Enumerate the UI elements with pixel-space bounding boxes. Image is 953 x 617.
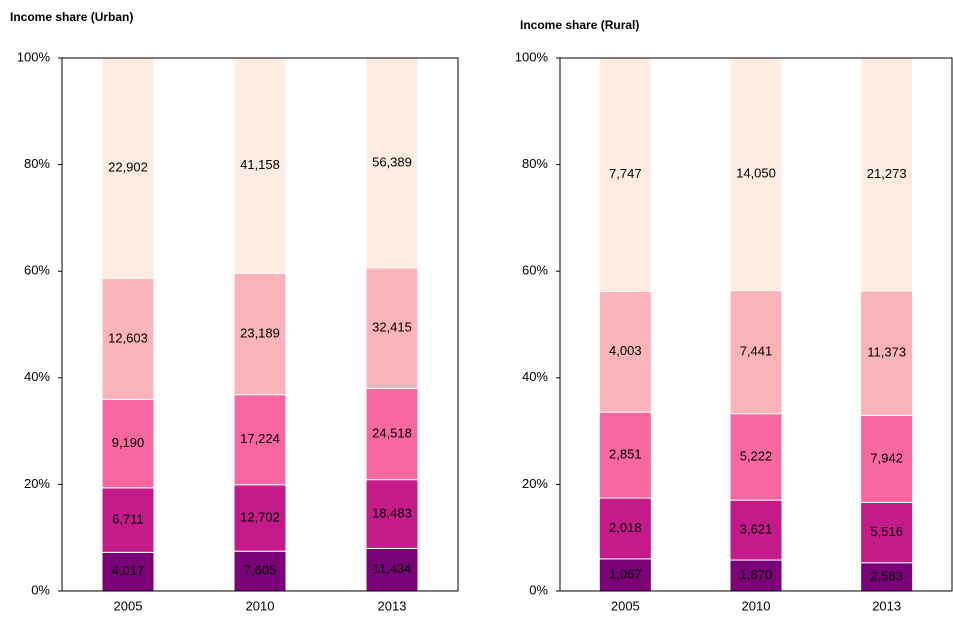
bar-segment [101,57,155,279]
bar-segment [729,499,783,561]
data-label: 12,702 [240,509,280,524]
data-label: 7,605 [244,563,277,578]
data-label: 6,711 [112,512,144,527]
bar-segment [365,267,419,389]
bar-segment [101,398,155,489]
bar-segment [598,497,652,560]
bar-segment [101,487,155,553]
chart-title: Income share (Rural) [520,18,639,32]
y-tick-label: 100% [515,49,549,64]
bar-segment [860,501,914,564]
y-tick-label: 40% [24,369,50,384]
data-label: 4,003 [609,343,642,358]
data-label: 22,902 [108,160,148,175]
bar-segment [233,57,287,274]
data-label: 1,870 [740,567,773,582]
bar-segment [233,272,287,396]
bar-segment [729,290,783,415]
data-label: 2,583 [870,568,903,583]
y-tick-label: 20% [522,476,548,491]
x-tick-label: 2010 [742,598,771,613]
data-label: 3,621 [740,522,773,537]
y-tick-label: 40% [522,369,548,384]
bar-segment [598,57,652,292]
data-label: 5,222 [740,448,773,463]
data-label: 11,373 [867,345,906,360]
bar-segment [860,562,914,592]
x-tick-label: 2010 [246,598,275,613]
data-label: 1,067 [609,566,642,581]
data-label: 7,747 [609,166,642,181]
bar-segment [729,413,783,501]
data-label: 17,224 [240,431,280,446]
chart-title: Income share (Urban) [10,10,133,24]
bar-segment [365,479,419,549]
data-label: 2,018 [609,520,642,535]
y-tick-label: 80% [522,156,548,171]
data-label: 11,434 [373,561,412,576]
data-label: 7,942 [870,450,903,465]
data-label: 18,483 [372,506,412,521]
data-label: 9,190 [112,435,145,450]
data-label: 12,603 [108,330,148,345]
bar-segment [598,290,652,413]
y-tick-label: 60% [24,263,50,278]
plot-border [61,57,459,592]
bar-segment [233,394,287,486]
bar-segment [365,57,419,269]
data-label: 14,050 [736,166,776,181]
data-label: 24,518 [372,425,412,440]
bar-segment [598,558,652,592]
data-label: 7,441 [740,344,773,359]
y-tick-label: 0% [31,582,50,597]
bar-segment [233,484,287,552]
y-tick-label: 60% [522,263,548,278]
data-label: 41,158 [240,157,280,172]
bar-segment [365,547,419,592]
bar-segment [365,387,419,481]
x-tick-label: 2005 [114,598,143,613]
bar-segment [860,57,914,292]
bar-segment [598,411,652,499]
data-label: 5,516 [870,524,903,539]
plot-border [559,57,953,592]
x-tick-label: 2013 [872,598,901,613]
data-label: 23,189 [240,325,280,340]
y-tick-label: 100% [17,49,51,64]
y-tick-label: 20% [24,476,50,491]
data-label: 21,273 [867,166,907,181]
data-label: 56,389 [372,154,412,169]
data-label: 2,851 [609,447,642,462]
data-label: 32,415 [372,320,412,335]
x-tick-label: 2013 [378,598,407,613]
bar-segment [729,559,783,592]
data-label: 4,017 [112,563,145,578]
bar-segment [729,57,783,292]
y-tick-label: 0% [529,582,548,597]
bar-segment [233,550,287,592]
x-tick-label: 2005 [611,598,640,613]
bar-segment [860,414,914,503]
y-tick-label: 80% [24,156,50,171]
